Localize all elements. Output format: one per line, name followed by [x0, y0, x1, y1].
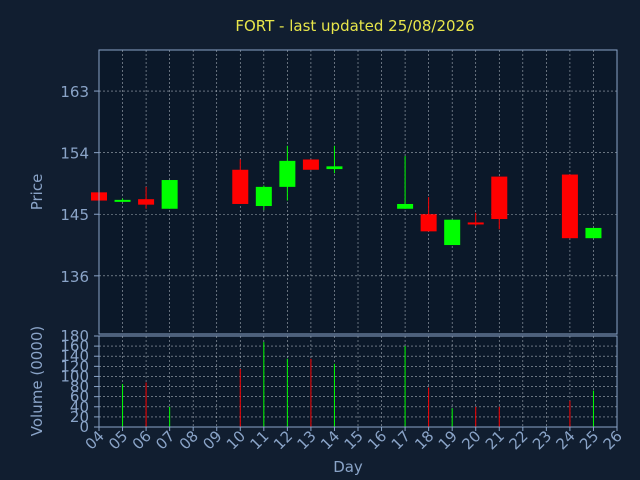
volume-tick-label: 20 [70, 408, 89, 426]
day-tick-label: 11 [246, 427, 272, 453]
candle-body [326, 166, 343, 170]
price-plot-border [98, 49, 618, 335]
volume-tick-label: 140 [60, 347, 89, 365]
candle-body [279, 160, 296, 187]
day-tick-label: 07 [152, 427, 178, 453]
volume-tick-label: 100 [60, 367, 89, 385]
day-tick-label: 19 [435, 427, 461, 453]
volume-panel: 0204060801001201401601800405060708091011… [60, 327, 625, 453]
price-tick-label: 136 [60, 268, 89, 286]
day-axis-label: Day [333, 458, 363, 476]
day-tick-label: 17 [388, 427, 414, 453]
day-tick-label: 23 [529, 427, 555, 453]
volume-tick-label: 180 [60, 327, 89, 345]
candle-body [585, 227, 602, 239]
day-tick-label: 15 [341, 427, 367, 453]
volume-tick-label: 160 [60, 337, 89, 355]
day-tick-label: 21 [482, 427, 508, 453]
day-tick-label: 20 [458, 427, 484, 453]
day-tick-label: 09 [199, 427, 225, 453]
day-tick-label: 25 [576, 427, 602, 453]
day-tick-label: 10 [223, 427, 249, 453]
day-tick-label: 24 [553, 427, 579, 453]
candle-body [232, 169, 249, 204]
price-tick-label: 154 [60, 145, 89, 163]
chart-title: FORT - last updated 25/08/2026 [235, 17, 474, 35]
volume-axis-label: Volume (0000) [28, 326, 46, 436]
day-tick-label: 18 [411, 427, 437, 453]
volume-tick-label: 120 [60, 357, 89, 375]
candle-body [161, 180, 178, 209]
day-tick-label: 12 [270, 427, 296, 453]
candle-body [420, 214, 437, 232]
volume-tick-label: 0 [79, 418, 89, 436]
candle-body [114, 199, 131, 202]
candle-body [561, 174, 578, 239]
day-tick-label: 05 [105, 427, 131, 453]
price-tick-label: 163 [60, 83, 89, 101]
day-tick-label: 14 [317, 427, 343, 453]
day-tick-label: 06 [129, 427, 155, 453]
candle-body [302, 159, 319, 170]
day-tick-label: 13 [294, 427, 320, 453]
day-tick-label: 16 [364, 427, 390, 453]
day-tick-label: 22 [505, 427, 531, 453]
candle-body [467, 222, 484, 225]
volume-tick-label: 80 [70, 378, 89, 396]
price-tick-label: 145 [60, 206, 89, 224]
price-axis-label: Price [28, 174, 46, 211]
volume-tick-label: 60 [70, 388, 89, 406]
candle-body [255, 186, 272, 207]
price-panel: 136 145 154 163 [60, 49, 618, 335]
candle-body [491, 176, 508, 220]
candle-body [397, 203, 414, 209]
volume-tick-label: 40 [70, 398, 89, 416]
candle-body [444, 219, 461, 246]
day-tick-label: 26 [600, 427, 626, 453]
day-tick-label: 08 [176, 427, 202, 453]
candle-body [138, 199, 155, 205]
